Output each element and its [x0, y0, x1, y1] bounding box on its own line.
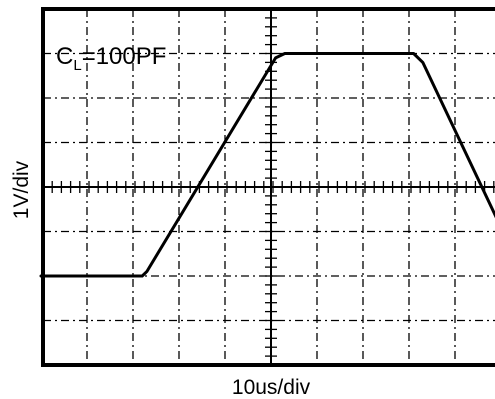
load-capacitance-label: CL=100PF	[56, 43, 166, 74]
x-axis-label: 10us/div	[232, 376, 311, 399]
y-axis-label: 1V/div	[10, 160, 33, 219]
waveform-trace	[39, 52, 495, 278]
plot-frame	[41, 7, 495, 367]
center-axis-ticks	[43, 9, 495, 365]
